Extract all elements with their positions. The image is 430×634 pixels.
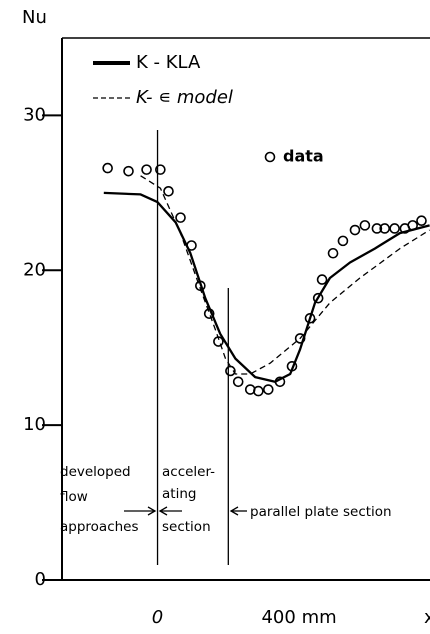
data-point: [327, 247, 339, 259]
y-axis-label: Nu: [22, 7, 47, 28]
data-point: [163, 186, 174, 197]
data-point: [407, 220, 418, 231]
data-point: [337, 235, 349, 247]
annotation: parallel plate section: [250, 504, 392, 520]
data-point: [155, 164, 166, 175]
annotation: developed: [60, 464, 131, 480]
data-point: [141, 164, 152, 175]
data-point: [175, 212, 186, 223]
series-line: [103, 191, 430, 383]
data-point: [274, 376, 286, 388]
y-tick-label: 20: [23, 259, 46, 280]
data-point: [262, 384, 274, 395]
data-point: [294, 333, 306, 344]
data-point: [389, 223, 400, 234]
x-axis-label: x: [424, 607, 430, 628]
annotation: acceler-: [162, 464, 215, 480]
data-point: [286, 360, 298, 372]
data-point: [213, 336, 224, 347]
y-tick-label: 30: [23, 104, 46, 125]
legend-label: K- ∊ model: [136, 87, 233, 108]
data-point: [304, 312, 316, 324]
data-point: [102, 162, 113, 174]
data-point: [203, 308, 215, 319]
legend-marker: [264, 151, 276, 163]
data-point: [316, 274, 328, 285]
series-line: [140, 175, 430, 375]
data-point: [195, 280, 206, 292]
x-tick-label: 400 mm: [261, 607, 336, 628]
annotation: section: [162, 519, 211, 535]
data-point: [371, 223, 383, 234]
data-point: [232, 376, 244, 388]
data-point: [416, 215, 427, 227]
annotation: approaches: [60, 519, 139, 535]
annotation: ating: [162, 486, 196, 502]
data-point: [359, 220, 371, 231]
annotation: flow: [60, 489, 88, 505]
legend-label: data: [283, 147, 324, 166]
data-point: [186, 240, 197, 251]
data-point: [225, 365, 236, 377]
legend-label: K - KLA: [136, 52, 201, 73]
x-tick-label: 0: [152, 607, 163, 628]
data-point: [123, 165, 134, 177]
data-point: [253, 385, 264, 397]
y-tick-label: 0: [35, 569, 46, 590]
data-point: [349, 224, 361, 236]
y-tick-label: 10: [23, 414, 46, 435]
arrows: [124, 506, 247, 516]
data-point: [312, 292, 324, 304]
data-point: [379, 223, 391, 234]
